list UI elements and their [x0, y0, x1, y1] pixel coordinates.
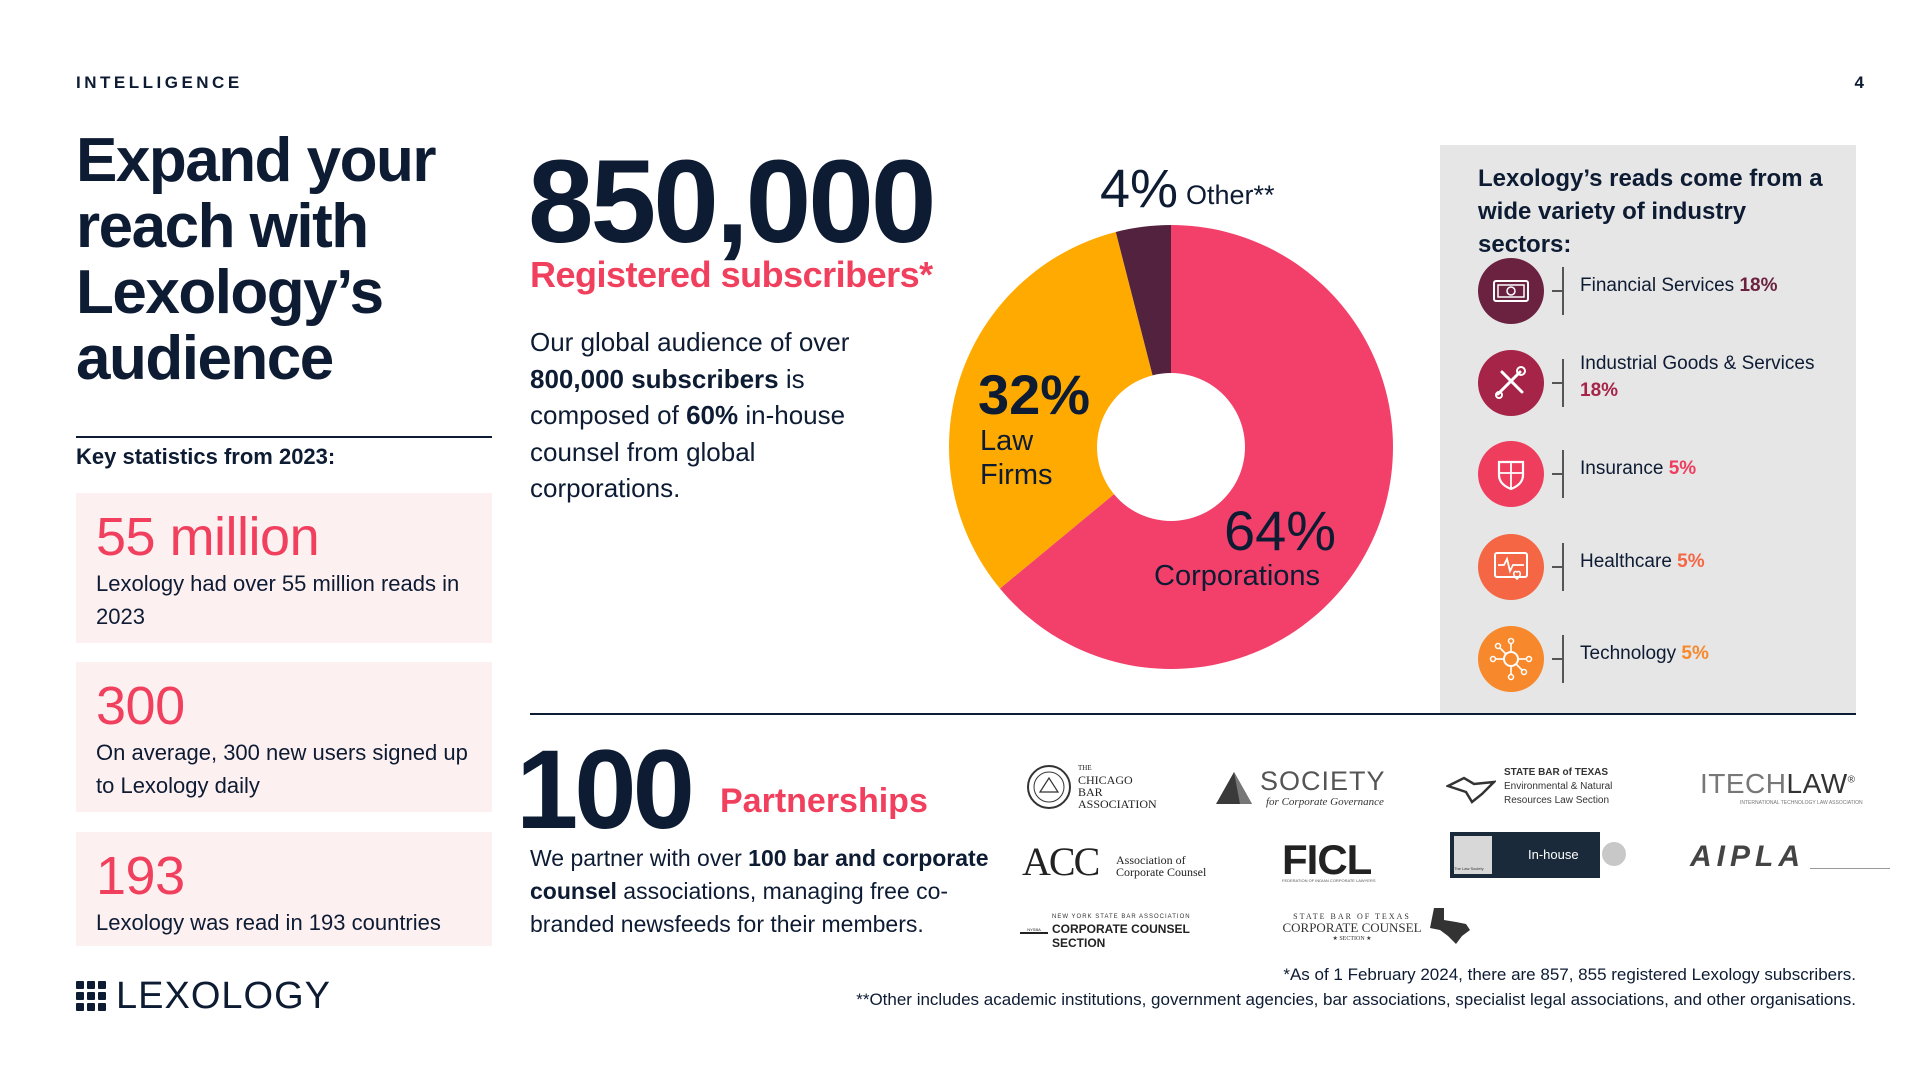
texas-map-icon — [1446, 776, 1496, 804]
nysba-corporate-counsel-logo: NYSBA NEW YORK STATE BAR ASSOCIATION COR… — [1020, 912, 1220, 950]
donut-slice-law-firms — [948, 231, 1153, 589]
slice-label-law-pct: 32% — [978, 363, 1091, 426]
audience-donut-chart — [948, 225, 1393, 669]
sector-label: Healthcare 5% — [1580, 551, 1705, 572]
lexology-logo: LEXOLOGY — [76, 974, 331, 1017]
page-title: Expand your reach with Lexology’s audien… — [76, 126, 437, 393]
audience-description: Our global audience of over 800,000 subs… — [530, 327, 850, 503]
slice-label-other: Other** — [1186, 180, 1275, 210]
stat-description: Lexology was read in 193 countries — [96, 910, 441, 935]
stat-description: On average, 300 new users signed up to L… — [96, 740, 468, 798]
slice-label-other-pct: 4% — [1100, 159, 1179, 219]
sectors-panel — [1440, 145, 1856, 713]
donut-slice-corporations — [999, 225, 1393, 669]
sector-row-industrial: Industrial Goods & Services 18% — [1478, 350, 1848, 416]
sectors-title: Lexology’s reads come from a wide variet… — [1478, 165, 1823, 258]
law-society-inhouse-logo: The Law Society In-house — [1450, 832, 1630, 880]
acc-logo: ACC Association of Corporate Counsel — [1022, 839, 1207, 884]
network-icon — [1478, 626, 1544, 692]
texas-corporate-counsel-logo: STATE BAR OF TEXAS CORPORATE COUNSEL ★ S… — [1282, 906, 1482, 950]
stat-value: 193 — [96, 846, 185, 906]
chicago-seal-icon — [1027, 765, 1071, 809]
section-label: INTELLIGENCE — [76, 73, 243, 92]
chicago-bar-association-logo: THE CHICAGO BAR ASSOCIATION — [1026, 762, 1176, 812]
key-stats-label: Key statistics from 2023: — [76, 444, 336, 469]
sector-label: Industrial Goods & Services 18% — [1580, 353, 1815, 401]
partnerships-description: We partner with over 100 bar and corpora… — [530, 845, 989, 937]
itechlaw-logo: ITECHLAW® INTERNATIONAL TECHNOLOGY LAW A… — [1700, 768, 1863, 806]
stat-value: 300 — [96, 676, 185, 736]
texas-state-icon — [1430, 908, 1470, 944]
slice-label-corp: Corporations — [1154, 560, 1321, 592]
section-divider — [530, 713, 1856, 715]
footnote-other: **Other includes academic institutions, … — [856, 990, 1856, 1009]
tools-icon — [1478, 350, 1544, 416]
slice-label-corp-pct: 64% — [1224, 499, 1337, 562]
brand-name: LEXOLOGY — [116, 974, 331, 1017]
subscriber-label: Registered subscribers* — [530, 254, 933, 295]
sector-label: Technology 5% — [1580, 643, 1709, 664]
partnerships-count: 100 — [516, 727, 695, 852]
sector-row-healthcare: Healthcare 5% — [1478, 534, 1848, 600]
triangle-mark-icon — [1216, 772, 1252, 804]
ficl-logo: FICL FEDERATION OF INDIAN CORPORATE LAWY… — [1282, 836, 1376, 883]
stat-card-users: 300 On average, 300 new users signed up … — [76, 662, 492, 812]
stat-value: 55 million — [96, 507, 320, 567]
sector-row-technology: Technology 5% — [1478, 626, 1848, 692]
key-stats-divider — [76, 436, 492, 438]
texas-environmental-section-logo: STATE BAR of TEXAS Environmental & Natur… — [1446, 766, 1646, 810]
aipla-logo: AIPLA — [1690, 840, 1890, 876]
lexology-dots-icon — [76, 981, 106, 1011]
society-corporate-governance-logo: SOCIETY for Corporate Governance — [1214, 766, 1394, 810]
shield-icon — [1478, 441, 1544, 507]
stat-card-reads: 55 million Lexology had over 55 million … — [76, 493, 492, 643]
heart-monitor-icon — [1478, 534, 1544, 600]
stat-card-countries: 193 Lexology was read in 193 countries — [76, 832, 492, 946]
sector-row-financial: Financial Services 18% — [1478, 258, 1848, 324]
footnote-subscribers: *As of 1 February 2024, there are 857, 8… — [1283, 965, 1856, 984]
subscriber-count: 850,000 — [528, 136, 937, 268]
sector-label: Insurance 5% — [1580, 458, 1697, 479]
donut-slice-other — [1115, 225, 1171, 376]
partnerships-label: Partnerships — [720, 782, 928, 820]
page-number: 4 — [1854, 73, 1864, 92]
stat-description: Lexology had over 55 million reads in 20… — [96, 571, 460, 629]
money-icon — [1478, 258, 1544, 324]
slice-label-law: Law Firms — [980, 425, 1053, 491]
sector-row-insurance: Insurance 5% — [1478, 441, 1848, 507]
sector-label: Financial Services 18% — [1580, 275, 1778, 296]
nysba-mark: NYSBA — [1020, 916, 1048, 934]
